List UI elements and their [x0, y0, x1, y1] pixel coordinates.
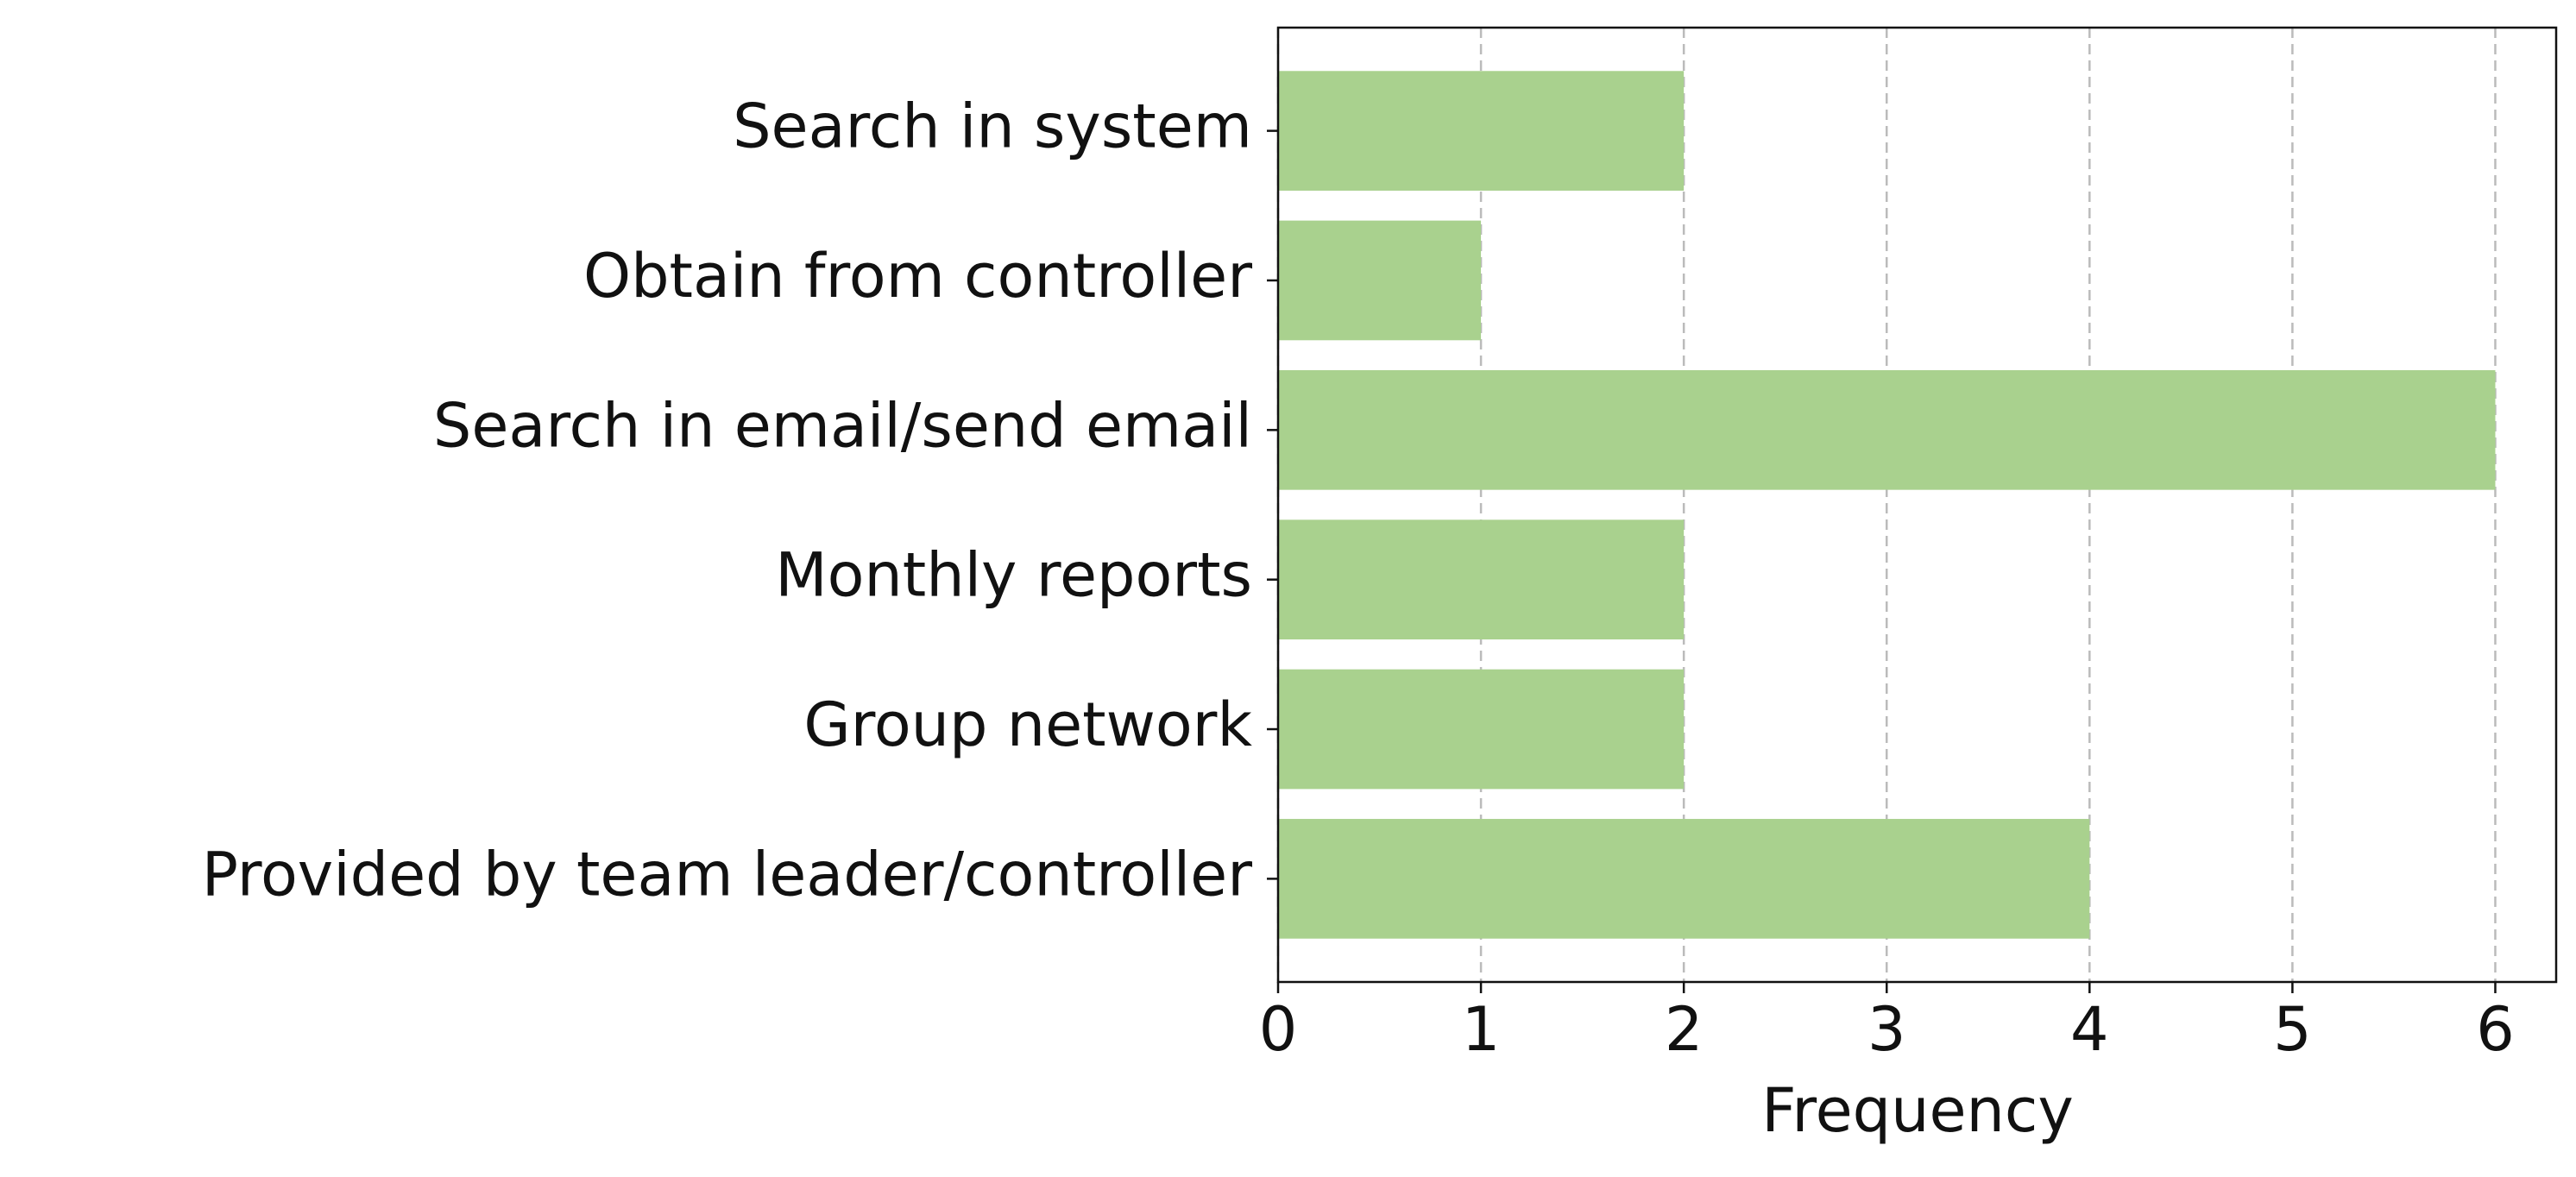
bar [1278, 369, 2496, 490]
x-tick-label: 3 [1867, 994, 1906, 1065]
y-tick-label: Group network [803, 689, 1252, 760]
y-tick-label: Obtain from controller [583, 241, 1252, 312]
bar [1278, 519, 1685, 640]
bar [1278, 669, 1685, 790]
y-tick-label: Monthly reports [775, 540, 1252, 611]
bar [1278, 220, 1482, 341]
x-tick-label: 6 [2476, 994, 2515, 1065]
bar [1278, 71, 1685, 191]
x-tick-label: 5 [2273, 994, 2312, 1065]
plot-frame [1276, 26, 2558, 984]
y-tick-label: Search in system [733, 91, 1252, 162]
x-tick-label: 0 [1259, 994, 1298, 1065]
y-tick-label: Search in email/send email [433, 390, 1252, 461]
x-axis-label: Frequency [1761, 1075, 2074, 1146]
y-tick-label: Provided by team leader/controller [202, 839, 1252, 910]
bar [1278, 819, 2090, 939]
x-tick-label: 2 [1665, 994, 1704, 1065]
x-tick-label: 1 [1462, 994, 1501, 1065]
x-tick-label: 4 [2070, 994, 2109, 1065]
